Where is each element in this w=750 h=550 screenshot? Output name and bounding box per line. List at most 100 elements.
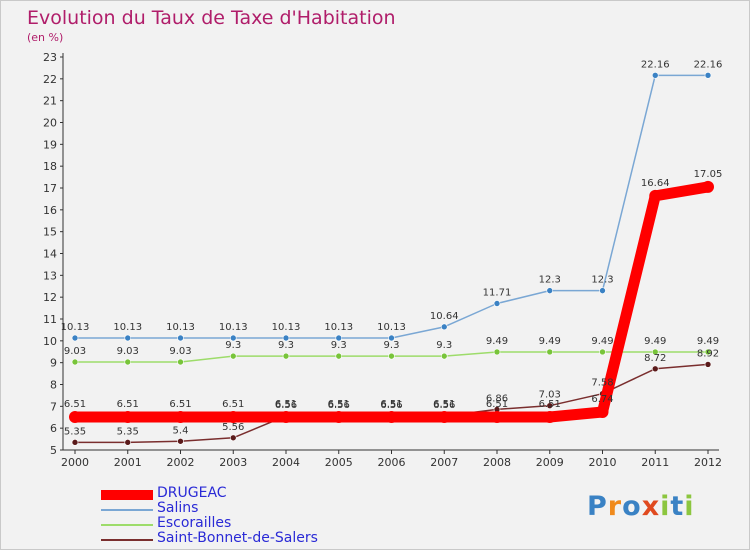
y-unit-label: (en %) [27,31,64,44]
data-label: 6.56 [275,400,297,411]
logo-letter: x [641,491,661,522]
data-label: 16.64 [641,178,670,189]
data-label: 6.51 [64,399,86,410]
data-label: 6.56 [328,400,350,411]
data-label: 5.35 [117,426,139,437]
data-label: 12.3 [591,275,613,286]
data-label: 5.56 [222,422,244,433]
data-label: 9.49 [486,336,508,347]
x-tick-label: 2012 [694,456,722,469]
y-tick-label: 21 [43,95,57,108]
data-point [493,348,501,356]
legend-label: Salins [157,500,199,516]
data-point [385,411,398,424]
legend-swatch [101,509,153,511]
data-point [282,334,290,342]
data-point [491,411,503,424]
data-point [335,334,343,342]
data-label: 9.3 [278,340,294,351]
data-label: 9.49 [644,336,666,347]
data-label: 6.51 [328,399,350,410]
data-point [71,334,79,342]
data-label: 6.74 [591,394,613,405]
data-label: 9.49 [697,336,719,347]
y-tick-label: 23 [43,51,57,64]
data-label: 6.86 [486,393,508,404]
y-tick-label: 17 [43,182,57,195]
data-point [71,358,79,366]
data-point [651,348,659,356]
x-tick-label: 2000 [61,456,89,469]
data-label: 6.51 [275,399,297,410]
y-tick-label: 13 [43,269,57,282]
data-label: 9.3 [225,340,241,351]
x-tick-label: 2006 [378,456,406,469]
data-label: 9.3 [384,340,400,351]
data-point [174,411,187,424]
x-tick-label: 2011 [641,456,669,469]
logo-letter: i [684,491,695,522]
data-point [543,411,556,424]
series-line-salins [74,74,709,339]
y-tick-label: 5 [50,444,57,457]
data-label: 8.92 [697,348,719,359]
data-point [229,352,237,360]
legend-swatch [101,539,153,541]
chart-title: Evolution du Taux de Taxe d'Habitation [27,7,396,29]
data-label: 10.13 [166,322,195,333]
legend-label: DRUGEAC [157,485,227,501]
data-label: 9.3 [331,340,347,351]
data-label: 17.05 [694,169,723,180]
data-label: 10.64 [430,311,459,322]
data-point [649,189,662,202]
y-tick-label: 9 [50,357,57,370]
data-label: 5.35 [64,426,86,437]
data-point [651,72,659,79]
data-point [335,352,343,360]
data-label: 10.13 [272,322,301,333]
x-tick-label: 2005 [325,456,353,469]
logo-letter: t [670,491,685,522]
data-point [440,323,448,331]
data-point [280,411,292,424]
data-point [440,352,448,360]
y-tick-label: 12 [43,291,57,304]
data-label: 6.51 [486,399,508,410]
x-tick-label: 2008 [483,456,511,469]
data-label: 12.3 [539,275,561,286]
data-point [177,437,184,445]
data-point [124,358,132,366]
data-point [124,439,132,446]
data-point [599,348,606,356]
data-label: 8.72 [644,353,666,364]
data-point [124,334,132,342]
data-label: 10.13 [113,322,142,333]
legend-label: Escorailles [157,515,232,531]
data-label: 6.51 [169,399,191,410]
data-label: 6.51 [117,399,139,410]
data-point [702,180,714,193]
legend-swatch [101,524,153,526]
x-tick-label: 2009 [536,456,564,469]
logo-letter: i [660,491,671,522]
data-label: 6.51 [380,399,402,410]
data-label: 6.56 [433,400,455,411]
legend-swatch [101,490,153,500]
x-tick-label: 2004 [272,456,300,469]
data-label: 9.03 [169,346,191,357]
data-label: 10.13 [377,322,406,333]
data-point [282,352,290,360]
logo-letter: r [607,491,623,522]
data-label: 6.51 [222,399,244,410]
data-point [388,352,395,360]
x-tick-label: 2007 [430,456,458,469]
data-label: 6.56 [380,400,402,411]
y-tick-label: 8 [50,379,57,392]
data-label: 10.13 [61,322,90,333]
data-label: 6.51 [433,399,455,410]
x-tick-label: 2002 [167,456,195,469]
y-tick-label: 6 [50,422,57,435]
data-point [546,348,554,356]
data-point [704,361,712,368]
